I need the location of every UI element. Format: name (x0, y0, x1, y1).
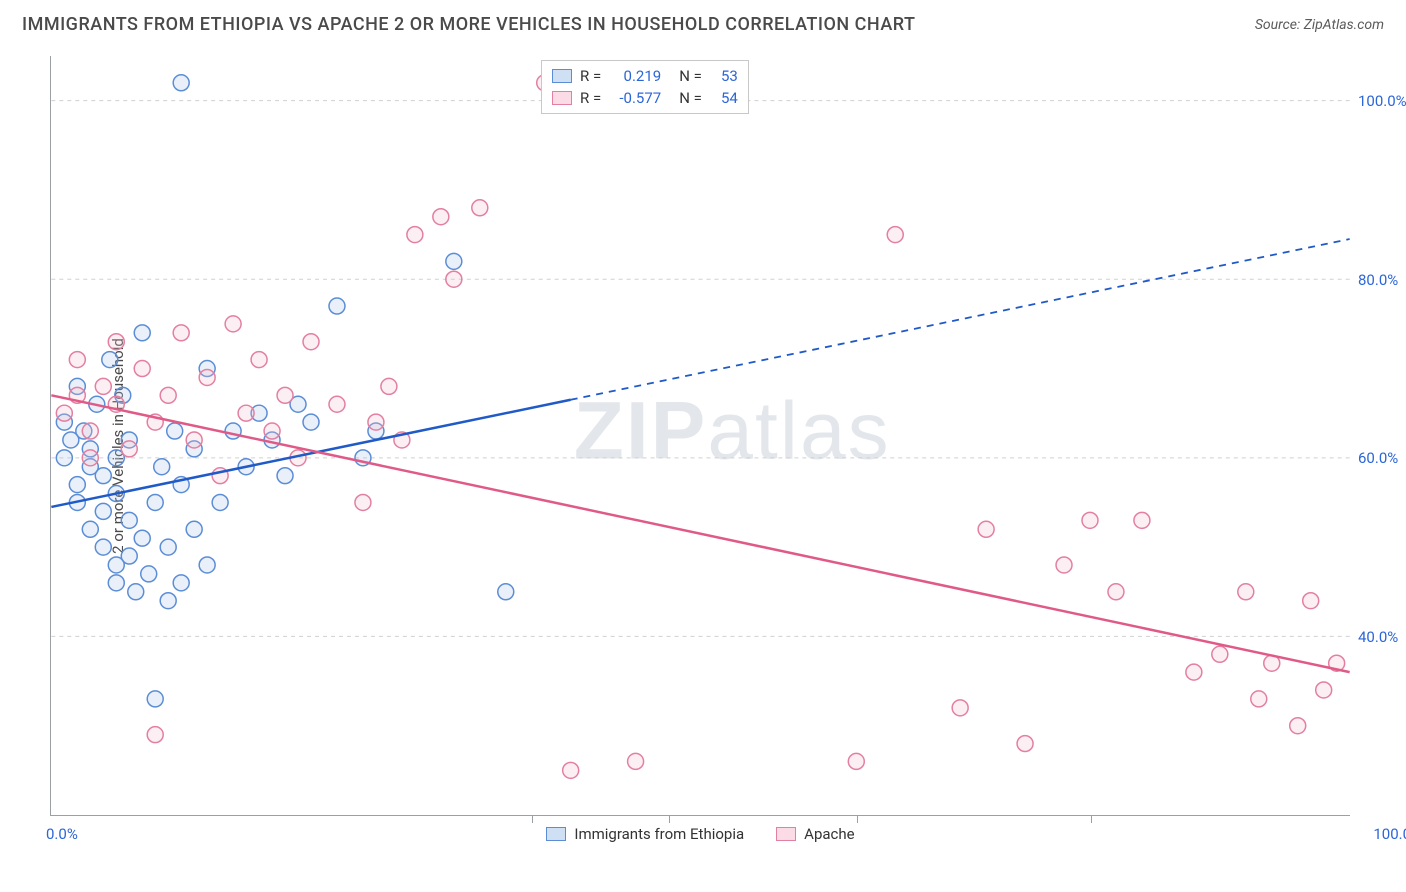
x-tick-max: 100.0% (1373, 825, 1406, 843)
y-tick-label: 60.0% (1358, 449, 1406, 467)
n-label: N = (679, 65, 702, 87)
legend-label: Immigrants from Ethiopia (574, 825, 744, 843)
r-value: 0.219 (609, 65, 661, 87)
chart-title: IMMIGRANTS FROM ETHIOPIA VS APACHE 2 OR … (22, 14, 915, 35)
n-value: 53 (710, 65, 738, 87)
series-legend: Immigrants from Ethiopia Apache (51, 825, 1350, 843)
x-minor-tick (669, 815, 670, 823)
correlation-legend: R = 0.219 N = 53 R = -0.577 N = 54 (541, 60, 749, 114)
r-label: R = (580, 65, 601, 87)
r-label: R = (580, 87, 601, 109)
swatch-icon (552, 91, 572, 105)
r-value: -0.577 (609, 87, 661, 109)
swatch-icon (546, 827, 566, 841)
legend-row: R = 0.219 N = 53 (552, 65, 738, 87)
title-bar: IMMIGRANTS FROM ETHIOPIA VS APACHE 2 OR … (22, 14, 1384, 35)
y-tick-label: 40.0% (1358, 628, 1406, 646)
legend-item: Apache (776, 825, 854, 843)
chart-area: ZIPatlas R = 0.219 N = 53 R = -0.577 N =… (50, 56, 1350, 816)
legend-label: Apache (804, 825, 854, 843)
swatch-icon (552, 69, 572, 83)
x-minor-tick (532, 815, 533, 823)
legend-item: Immigrants from Ethiopia (546, 825, 744, 843)
x-minor-tick (857, 815, 858, 823)
y-tick-label: 80.0% (1358, 271, 1406, 289)
scatter-plot (51, 56, 1350, 815)
y-tick-label: 100.0% (1358, 92, 1406, 110)
n-value: 54 (710, 87, 738, 109)
x-minor-tick (1091, 815, 1092, 823)
swatch-icon (776, 827, 796, 841)
source-label: Source: ZipAtlas.com (1255, 17, 1384, 33)
n-label: N = (679, 87, 702, 109)
legend-row: R = -0.577 N = 54 (552, 87, 738, 109)
